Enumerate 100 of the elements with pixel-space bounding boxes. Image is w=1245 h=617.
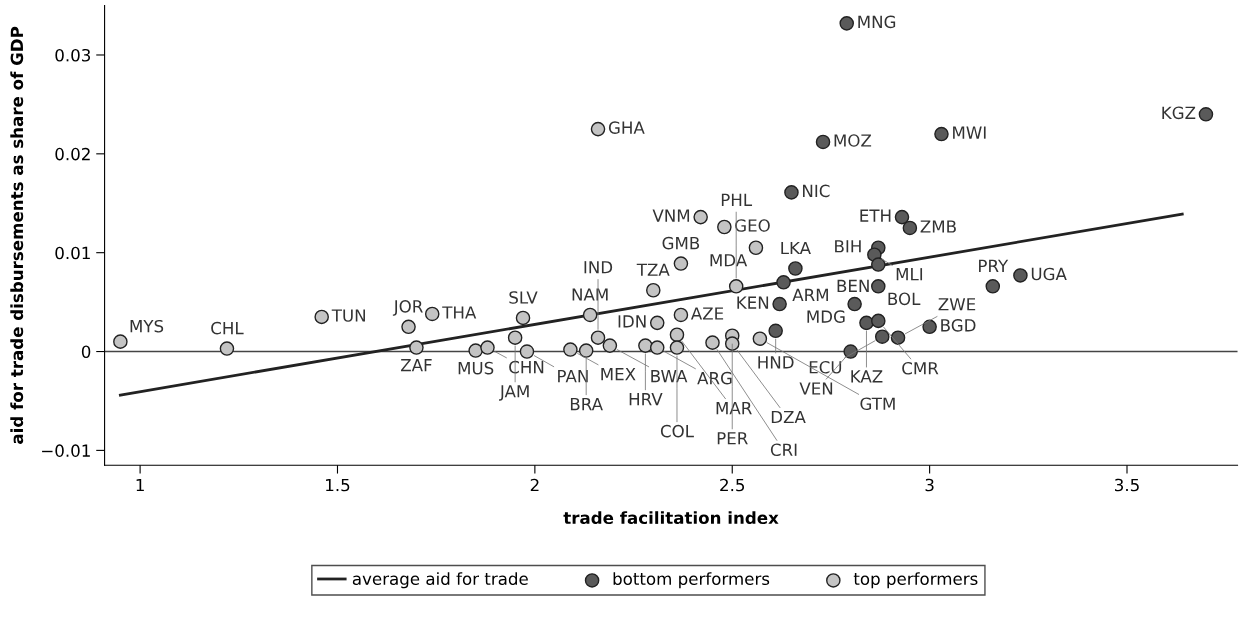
- annotation: ECU: [809, 360, 842, 374]
- annotation: TUN: [331, 309, 365, 322]
- annotation: ZAF: [400, 359, 432, 372]
- point: [847, 296, 862, 312]
- point: [401, 319, 416, 335]
- annotation: PHL: [721, 193, 753, 206]
- point: [776, 275, 791, 290]
- x-tick-label: 3.5: [1115, 478, 1139, 492]
- annotation: THA: [442, 306, 477, 319]
- annotation: GMB: [662, 236, 700, 250]
- annotation: ETH: [860, 209, 891, 222]
- point: [602, 338, 618, 353]
- point: [519, 344, 535, 359]
- annotation: ZWE: [938, 298, 976, 311]
- annotation: CHN: [509, 360, 544, 374]
- y-tick-label: 0.02: [55, 147, 90, 161]
- annotation: CHL: [211, 321, 244, 335]
- annotation: BRA: [570, 398, 603, 411]
- annotation: MDA: [710, 254, 748, 267]
- annotation: IDN: [618, 315, 646, 328]
- annotation: BEN: [837, 279, 869, 292]
- x-tick-label: 2.5: [720, 478, 745, 492]
- annotation: NAM: [572, 288, 608, 301]
- annotation: BWA: [651, 370, 688, 383]
- annotation: ARM: [792, 288, 828, 301]
- point: [409, 340, 424, 355]
- annotation: ARG: [697, 371, 732, 385]
- point: [673, 256, 689, 271]
- point: [1198, 107, 1214, 122]
- x-axis-title: trade facilitation index: [563, 511, 779, 525]
- annotation: MDG: [807, 310, 845, 323]
- point: [768, 323, 783, 339]
- y-tick-label: 0.01: [55, 246, 90, 260]
- point: [871, 257, 886, 272]
- point: [772, 296, 787, 312]
- point: [468, 343, 483, 358]
- point: [752, 331, 768, 346]
- y-tick-label: −0.01: [42, 444, 90, 457]
- annotation: GEO: [735, 219, 770, 232]
- annotation: MUS: [458, 361, 494, 375]
- x-tick-label: 2: [530, 478, 539, 492]
- annotation: MNG: [858, 15, 896, 29]
- point: [669, 327, 685, 343]
- annotation: MEX: [601, 368, 636, 381]
- annotation: PER: [717, 432, 748, 445]
- point: [748, 240, 764, 256]
- annotation: AZE: [690, 307, 724, 320]
- annotation: TZA: [636, 263, 670, 276]
- point: [784, 185, 799, 200]
- legend-label: average aid for trade: [352, 572, 528, 589]
- point: [871, 279, 886, 294]
- point: [649, 315, 665, 331]
- annotation: DZA: [771, 410, 806, 424]
- x-tick-label: 1: [136, 478, 144, 492]
- point: [673, 307, 689, 323]
- point: [480, 340, 495, 355]
- point: [1013, 268, 1028, 283]
- point: [507, 330, 523, 345]
- point: [705, 335, 720, 350]
- annotation: KEN: [737, 296, 769, 309]
- y-axis-title: aid for trade disbursements as share of GDP: [10, 26, 24, 444]
- point: [874, 329, 890, 344]
- point: [669, 340, 685, 355]
- point: [871, 313, 886, 329]
- annotation: MLI: [896, 268, 923, 281]
- annotation: JAM: [499, 385, 529, 401]
- point: [894, 209, 910, 225]
- y-tick-label: 0: [81, 345, 91, 359]
- point: [515, 310, 531, 326]
- point: [717, 219, 732, 235]
- annotation: COL: [660, 424, 694, 438]
- point: [859, 315, 874, 331]
- point: [815, 134, 831, 150]
- point: [219, 341, 235, 356]
- point: [788, 261, 803, 276]
- annotation: MYS: [130, 319, 164, 333]
- point: [646, 282, 661, 298]
- annotation: BGD: [941, 319, 976, 332]
- annotation: GHA: [608, 121, 645, 134]
- point: [839, 16, 855, 31]
- point: [985, 279, 1001, 294]
- annotation: ZMB: [920, 220, 956, 233]
- annotation: KGZ: [1162, 106, 1196, 120]
- point: [649, 340, 665, 355]
- annotation: UGA: [1031, 267, 1067, 281]
- annotation: VEN: [799, 382, 833, 395]
- annotation: NIC: [803, 184, 830, 198]
- y-tick-label: 0.03: [55, 48, 91, 62]
- annotation: HND: [758, 356, 794, 369]
- legend-label: bottom performers: [613, 572, 770, 589]
- x-tick-label: 3: [925, 478, 934, 492]
- annotation: BOL: [888, 292, 921, 306]
- point: [728, 279, 744, 294]
- annotation: MOZ: [834, 134, 872, 147]
- point: [590, 121, 606, 137]
- annotation: HRV: [629, 393, 663, 406]
- annotation: PAN: [558, 369, 588, 383]
- legend-label: top performers: [853, 572, 978, 589]
- point: [902, 220, 918, 236]
- point: [582, 307, 598, 323]
